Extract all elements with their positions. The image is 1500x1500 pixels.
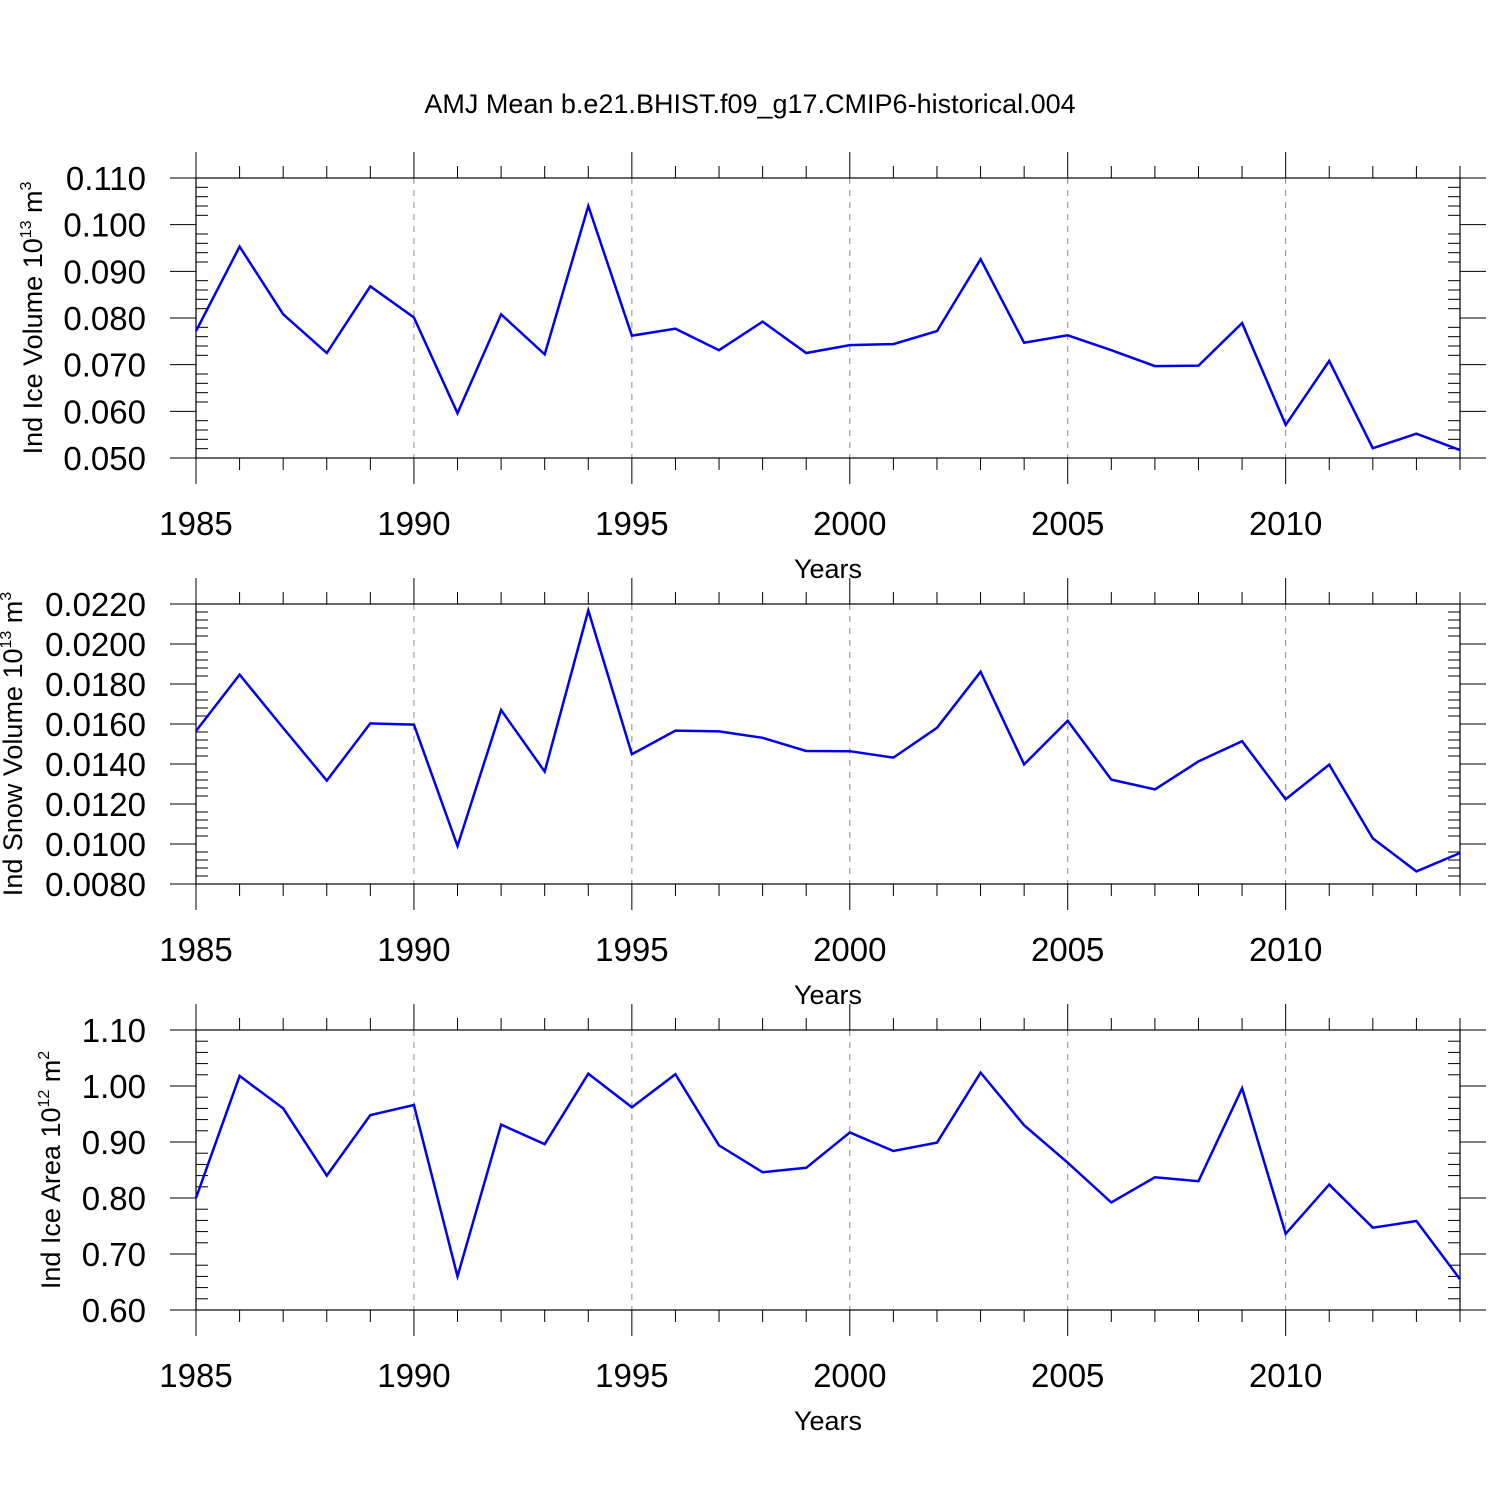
x-tick-label: 1985 — [159, 1357, 232, 1394]
series-line-1 — [194, 201, 1461, 452]
y-tick-label: 0.110 — [66, 160, 146, 197]
x-tick-label: 2005 — [1031, 1357, 1104, 1394]
x-tick-label: 2010 — [1249, 505, 1322, 542]
y-tick-label: 0.0100 — [45, 826, 146, 863]
x-tick-label: 2000 — [813, 931, 886, 968]
plot-frame — [195, 177, 1461, 459]
chart-panel-3: 0.60 0.70 0.80 0.90 1.00 1.10 1985 1990 1995 2000… — [36, 1004, 1486, 1436]
y-tick-label: 0.050 — [63, 440, 146, 477]
chart-panel-1: 0.050 0.060 0.070 0.080 0.090 0.100 0.110 1985 1… — [18, 152, 1486, 584]
y-tick-label: 0.0180 — [45, 666, 146, 703]
y-tick-label: 0.0140 — [45, 746, 146, 783]
series-line-1 — [194, 1070, 1462, 1282]
x-tick-label: 1985 — [159, 931, 232, 968]
y-tick-label: 0.070 — [63, 347, 146, 384]
y-tick-label: 0.80 — [82, 1180, 146, 1217]
y-axis-label: Ind Ice Volume 1013 m3 — [18, 181, 48, 454]
y-tick-label: 1.00 — [82, 1068, 146, 1105]
y-axis-label: Ind Snow Volume 1013 m3 — [0, 592, 28, 896]
y-tick-label: 0.090 — [63, 253, 146, 290]
x-tick-label: 2005 — [1031, 931, 1104, 968]
y-tick-label: 0.0220 — [45, 586, 146, 623]
x-tick-label: 1990 — [377, 1357, 450, 1394]
series-line-1 — [195, 605, 1461, 873]
x-axis-label: Years — [794, 1406, 862, 1436]
plot-frame — [195, 603, 1461, 885]
chart-panel-2: 0.00800.01000.01200.01400.01600.01800.02… — [0, 578, 1486, 1010]
y-tick-label: 0.70 — [82, 1236, 146, 1273]
x-axis-label: Years — [794, 554, 862, 584]
y-tick-label: 0.080 — [63, 300, 146, 337]
y-tick-label: 1.10 — [82, 1012, 146, 1049]
x-tick-label: 2000 — [813, 505, 886, 542]
x-axis-label: Years — [794, 980, 862, 1010]
x-tick-label: 2010 — [1249, 1357, 1322, 1394]
x-tick-label: 1990 — [377, 505, 450, 542]
x-tick-label: 1995 — [595, 1357, 668, 1394]
x-tick-label: 2000 — [813, 1357, 886, 1394]
plot-frame — [195, 1029, 1461, 1311]
x-tick-label: 2010 — [1249, 931, 1322, 968]
y-tick-label: 0.060 — [63, 393, 146, 430]
y-axis-label: Ind Ice Area 1012 m2 — [36, 1051, 66, 1289]
y-tick-label: 0.90 — [82, 1124, 146, 1161]
panels: 0.050 0.060 0.070 0.080 0.090 0.100 0.110 1985 1… — [0, 152, 1486, 1436]
y-tick-label: 0.100 — [63, 207, 146, 244]
x-tick-label: 1985 — [159, 505, 232, 542]
figure-title: AMJ Mean b.e21.BHIST.f09_g17.CMIP6-histo… — [424, 89, 1075, 119]
x-tick-label: 1995 — [595, 931, 668, 968]
y-tick-label: 0.0080 — [45, 866, 146, 903]
y-tick-label: 0.0120 — [45, 786, 146, 823]
y-tick-label: 0.0200 — [45, 626, 146, 663]
x-tick-label: 1995 — [595, 505, 668, 542]
y-tick-label: 0.0160 — [45, 706, 146, 743]
y-tick-label: 0.60 — [82, 1292, 146, 1329]
x-tick-label: 1990 — [377, 931, 450, 968]
x-tick-label: 2005 — [1031, 505, 1104, 542]
